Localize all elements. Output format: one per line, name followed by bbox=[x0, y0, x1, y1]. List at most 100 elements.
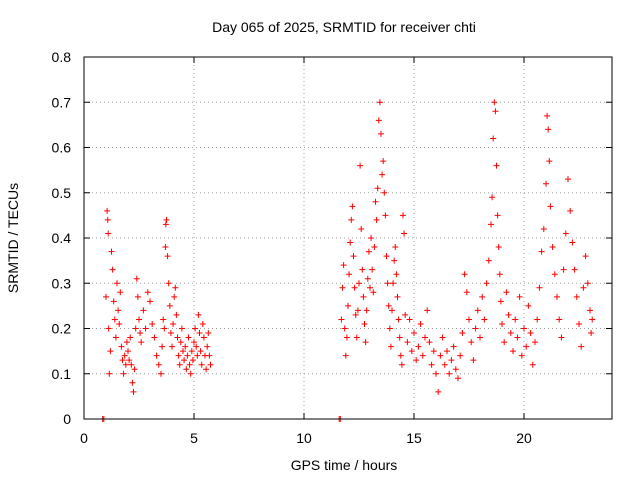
data-point bbox=[121, 352, 128, 359]
data-point bbox=[138, 339, 145, 346]
data-point bbox=[169, 343, 175, 350]
data-point bbox=[362, 339, 369, 346]
data-point bbox=[167, 330, 174, 337]
data-point bbox=[204, 343, 211, 350]
data-point bbox=[160, 316, 167, 323]
data-point bbox=[142, 325, 149, 332]
data-point bbox=[162, 244, 169, 251]
data-point bbox=[182, 343, 189, 350]
data-point bbox=[549, 244, 556, 251]
data-point bbox=[173, 311, 180, 318]
data-point bbox=[452, 366, 459, 373]
data-point bbox=[569, 239, 576, 246]
y-tick-label: 0.6 bbox=[52, 140, 72, 156]
data-point bbox=[343, 334, 350, 341]
data-point bbox=[155, 361, 162, 368]
data-point bbox=[140, 307, 147, 314]
data-point bbox=[392, 244, 399, 251]
data-point bbox=[374, 185, 381, 192]
data-point bbox=[365, 248, 372, 255]
data-point bbox=[477, 334, 483, 341]
plot-frame bbox=[83, 56, 613, 420]
data-point bbox=[426, 339, 433, 346]
data-point bbox=[474, 307, 481, 314]
data-point bbox=[545, 126, 552, 133]
y-tick-label: 0.4 bbox=[52, 230, 72, 246]
data-point bbox=[507, 330, 514, 337]
data-point bbox=[562, 230, 569, 237]
data-point bbox=[105, 230, 112, 237]
data-point bbox=[341, 325, 348, 332]
data-point bbox=[191, 339, 197, 346]
data-point bbox=[385, 302, 392, 309]
data-point bbox=[126, 357, 133, 364]
data-point bbox=[107, 348, 114, 355]
data-point bbox=[149, 320, 156, 327]
data-point bbox=[413, 357, 420, 364]
data-point bbox=[192, 325, 199, 332]
data-point bbox=[196, 330, 203, 337]
data-point bbox=[170, 320, 177, 327]
data-point bbox=[415, 343, 422, 350]
data-point bbox=[128, 361, 135, 368]
data-point bbox=[367, 284, 373, 291]
data-point bbox=[580, 284, 587, 291]
data-point bbox=[393, 271, 400, 278]
data-point bbox=[106, 370, 113, 377]
data-point bbox=[353, 334, 360, 341]
data-point bbox=[174, 334, 181, 341]
data-point bbox=[448, 357, 455, 364]
data-point bbox=[401, 230, 408, 237]
data-point bbox=[112, 334, 119, 341]
data-point bbox=[459, 330, 466, 337]
data-point bbox=[340, 262, 347, 269]
x-tick-label: 20 bbox=[516, 430, 532, 446]
data-point bbox=[110, 298, 117, 305]
data-point bbox=[166, 302, 173, 309]
data-point bbox=[363, 307, 370, 314]
data-point bbox=[345, 302, 351, 309]
data-point bbox=[114, 280, 120, 287]
point-layer bbox=[99, 99, 596, 422]
data-point bbox=[493, 162, 500, 169]
data-point bbox=[115, 307, 122, 314]
data-point bbox=[108, 248, 115, 255]
data-point bbox=[356, 280, 362, 287]
y-tick-label: 0.7 bbox=[52, 94, 72, 110]
data-point bbox=[339, 284, 346, 291]
data-point bbox=[499, 320, 505, 327]
data-point bbox=[131, 366, 138, 373]
data-point bbox=[472, 325, 479, 332]
data-point bbox=[404, 339, 411, 346]
data-point bbox=[408, 348, 415, 355]
data-point bbox=[375, 117, 382, 124]
data-point bbox=[518, 352, 525, 359]
data-point bbox=[116, 320, 123, 327]
data-point bbox=[424, 307, 431, 314]
data-point bbox=[428, 361, 435, 368]
data-point bbox=[346, 271, 353, 278]
data-point bbox=[396, 334, 403, 341]
data-point bbox=[369, 266, 376, 273]
data-point bbox=[105, 325, 112, 332]
data-point bbox=[422, 334, 428, 341]
data-point bbox=[153, 352, 160, 359]
data-point bbox=[430, 348, 437, 355]
data-point bbox=[470, 357, 477, 364]
data-point bbox=[455, 375, 461, 382]
data-point bbox=[368, 235, 375, 241]
data-point bbox=[382, 212, 389, 219]
data-point bbox=[161, 325, 168, 332]
data-point bbox=[350, 253, 357, 260]
data-point bbox=[457, 352, 464, 359]
data-point bbox=[172, 284, 179, 291]
data-point bbox=[481, 316, 488, 323]
data-point bbox=[529, 361, 536, 368]
data-point bbox=[387, 343, 394, 350]
data-point bbox=[364, 275, 371, 282]
data-point bbox=[395, 316, 402, 323]
data-point bbox=[184, 352, 191, 359]
data-point bbox=[177, 339, 184, 346]
data-point bbox=[194, 352, 201, 359]
data-point bbox=[466, 316, 472, 323]
